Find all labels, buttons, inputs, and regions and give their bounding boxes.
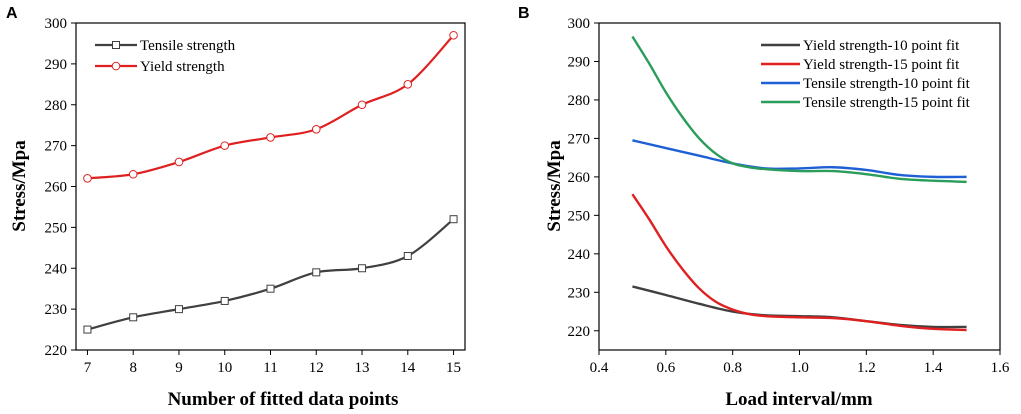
a-series-line-tensile — [87, 218, 455, 331]
b1-y-tick-label: 240 — [568, 247, 591, 263]
a-legend-label: Yield strength — [140, 59, 225, 75]
a-data-point-tensile — [312, 268, 321, 277]
a0-y-tick-label: 270 — [45, 139, 68, 155]
a0-x-tick-label: 14 — [400, 360, 416, 376]
a0-x-tick-label: 9 — [175, 360, 183, 376]
a-data-point-yield — [357, 100, 367, 110]
a-legend-label: Tensile strength — [140, 38, 236, 54]
a0-y-tick-label: 290 — [45, 57, 68, 73]
a-data-point-yield — [128, 169, 138, 179]
panel-b-x-axis-title: Load interval/mm — [725, 389, 872, 410]
panel-a-plot-frame — [75, 22, 466, 351]
b-series-line-yield-15 — [631, 193, 967, 332]
a-data-point-yield — [449, 30, 458, 40]
a0-x-tick-label: 13 — [355, 360, 370, 376]
a-data-point-tensile — [129, 313, 138, 322]
b1-x-tick-label: 1.0 — [790, 360, 809, 376]
a0-y-tick-label: 260 — [45, 180, 68, 196]
a-data-point-tensile — [403, 251, 412, 260]
a-series-line-yield — [87, 34, 455, 180]
a-data-point-yield — [220, 141, 230, 150]
a-data-point-tensile — [174, 305, 183, 314]
a0-x-tick-label: 10 — [217, 360, 232, 376]
b1-x-tick-label: 0.8 — [723, 360, 742, 376]
a0-x-tick-label: 8 — [129, 360, 137, 376]
b1-y-tick-label: 270 — [568, 131, 591, 147]
a-data-point-tensile — [266, 284, 275, 293]
a0-x-tick-label: 12 — [309, 360, 324, 376]
a-data-point-yield — [403, 80, 413, 89]
b1-y-tick-label: 290 — [568, 54, 591, 70]
a-data-point-yield — [266, 133, 275, 142]
b1-y-tick-label: 280 — [568, 93, 591, 109]
b1-y-tick-label: 220 — [568, 324, 591, 340]
a0-x-tick-label: 7 — [84, 360, 92, 376]
a-data-point-yield — [174, 157, 184, 167]
panel-a-chart: A Number of fitted data points Stress/Mp… — [6, 5, 466, 410]
panel-b-legend: Yield strength-10 point fit Yield strengt… — [761, 38, 971, 111]
a-data-point-tensile — [449, 215, 458, 224]
panel-a-legend: Tensile strength Yield strength — [95, 38, 236, 75]
b-legend-label: Tensile strength-10 point fit — [803, 76, 971, 92]
a0-y-tick-label: 240 — [45, 261, 68, 277]
a-legend-marker-circle — [111, 61, 121, 71]
a0-x-tick-label: 15 — [446, 360, 461, 376]
b1-x-tick-label: 0.4 — [590, 360, 609, 376]
a-data-point-yield — [83, 174, 92, 183]
a-data-point-yield — [311, 124, 321, 134]
b-series-line-tensile-10 — [632, 139, 967, 179]
a-data-point-tensile — [358, 264, 367, 273]
b-legend-label: Tensile strength-15 point fit — [803, 95, 971, 111]
b1-x-tick-label: 1.4 — [924, 360, 943, 376]
panel-b-chart: B Load interval/mm Stress/Mpa 0.4 0.6 0.8 1… — [518, 5, 1010, 410]
b1-x-tick-label: 1.6 — [991, 360, 1010, 376]
panel-a-x-axis-title: Number of fitted data points — [168, 389, 399, 410]
b1-y-tick-label: 230 — [568, 285, 591, 301]
a-data-point-tensile — [83, 325, 92, 334]
panel-a-y-axis-title: Stress/Mpa — [9, 140, 30, 232]
b1-x-tick-label: 1.2 — [857, 360, 876, 376]
b-series-line-tensile-15 — [631, 35, 967, 184]
b-legend-label: Yield strength-15 point fit — [803, 57, 960, 73]
b-legend-label: Yield strength-10 point fit — [803, 38, 960, 54]
a0-y-tick-label: 220 — [45, 343, 68, 359]
a0-y-tick-label: 250 — [45, 220, 68, 236]
a-data-point-tensile — [220, 296, 229, 305]
a0-y-tick-label: 230 — [45, 302, 68, 318]
a-legend-marker-square — [112, 41, 120, 49]
a0-y-tick-label: 300 — [45, 16, 68, 32]
b-series-line-yield-10 — [632, 285, 967, 329]
panel-b-y-axis-title: Stress/Mpa — [544, 140, 565, 232]
panel-b-letter: B — [518, 5, 530, 22]
panel-b-plot-frame — [598, 22, 1001, 351]
a0-x-tick-label: 11 — [263, 360, 277, 376]
b1-y-tick-label: 250 — [568, 208, 591, 224]
b1-y-tick-label: 260 — [568, 170, 591, 186]
b1-y-tick-label: 300 — [568, 16, 591, 32]
b1-x-tick-label: 0.6 — [656, 360, 675, 376]
panel-a-letter: A — [6, 5, 18, 22]
a0-y-tick-label: 280 — [45, 98, 68, 114]
